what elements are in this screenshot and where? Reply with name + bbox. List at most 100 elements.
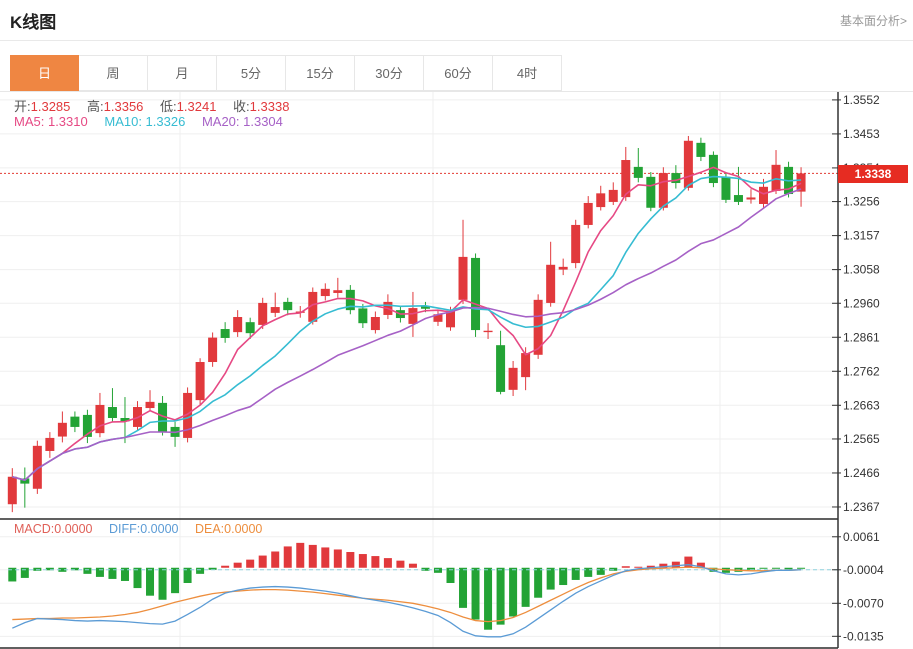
macd-histogram-bar [208, 567, 217, 570]
ma20-line [12, 188, 802, 481]
ma10-value: 1.3326 [145, 114, 186, 129]
tab-15min[interactable]: 15分 [286, 55, 355, 91]
y-axis-label: 1.2367 [843, 500, 880, 514]
candle [733, 195, 743, 202]
title-divider [0, 40, 913, 41]
macd-histogram-bar [33, 567, 42, 571]
candle [533, 299, 543, 355]
macd-legend: MACD:0.0000 DIFF:0.0000 DEA:0.0000 [14, 522, 275, 536]
candle [120, 418, 130, 422]
macd-histogram-bar [146, 567, 155, 596]
y-axis-label: 0.0061 [843, 530, 880, 544]
ma10-label: MA10: [104, 114, 146, 129]
macd-histogram-bar [646, 565, 655, 568]
tab-4hour[interactable]: 4时 [493, 55, 562, 91]
ma20-value: 1.3304 [243, 114, 283, 129]
candle [270, 307, 280, 313]
macd-histogram-bar [696, 562, 705, 568]
fundamental-analysis-link[interactable]: 基本面分析> [839, 14, 907, 28]
y-axis-label: 1.2762 [843, 364, 880, 378]
tab-month[interactable]: 月 [148, 55, 217, 91]
candle [458, 256, 468, 300]
candle [20, 478, 30, 484]
tab-5min[interactable]: 5分 [217, 55, 286, 91]
candle [107, 407, 117, 419]
macd-histogram-bar [446, 567, 455, 583]
macd-histogram-bar [509, 567, 518, 617]
candle [496, 345, 506, 392]
macd-histogram-bar [120, 567, 129, 581]
tab-day[interactable]: 日 [10, 55, 79, 91]
candle [446, 310, 455, 328]
diff-line [12, 564, 802, 638]
macd-histogram-bar [196, 567, 205, 574]
candle [420, 306, 430, 309]
macd-histogram-bar [671, 561, 680, 568]
macd-histogram-bar [571, 567, 580, 580]
y-axis-label: 1.2565 [843, 432, 880, 446]
macd-histogram-bar [797, 567, 806, 569]
tab-60min[interactable]: 60分 [424, 55, 493, 91]
macd-histogram-bar [546, 567, 555, 590]
macd-histogram-bar [158, 567, 167, 600]
candle [721, 176, 731, 200]
macd-histogram-bar [83, 567, 92, 574]
close-value: 1.3338 [249, 99, 290, 114]
macd-histogram-bar [634, 566, 643, 568]
macd-histogram-bar [346, 552, 355, 568]
macd-histogram-bar [584, 567, 593, 577]
candle [558, 266, 568, 270]
candle [320, 288, 330, 297]
macd-histogram-bar [308, 544, 317, 568]
macd-histogram-bar [459, 567, 468, 608]
candle [633, 166, 643, 178]
candle [208, 337, 218, 363]
macd-histogram-bar [246, 559, 255, 568]
y-axis-label: 1.2861 [843, 330, 880, 344]
y-axis-label: 1.2960 [843, 296, 880, 310]
diff-value: 0.0000 [140, 522, 179, 536]
candle [771, 164, 781, 191]
candle [195, 362, 205, 401]
macd-histogram-bar [621, 566, 630, 568]
candle [646, 176, 656, 208]
macd-histogram-bar [296, 542, 305, 568]
candle [759, 186, 768, 204]
candle [696, 142, 706, 157]
candle [220, 329, 230, 338]
candle [471, 257, 481, 331]
macd-histogram-bar [283, 546, 292, 568]
macd-histogram-bar [521, 567, 530, 607]
macd-histogram-bar [171, 567, 180, 594]
macd-histogram-bar [684, 556, 693, 568]
candle [521, 353, 531, 378]
candle [333, 290, 343, 293]
macd-histogram-bar [271, 551, 280, 568]
candle [546, 264, 556, 303]
ma20-label: MA20: [201, 114, 244, 129]
macd-histogram-bar [58, 567, 67, 572]
macd-histogram-bar [759, 567, 768, 569]
candle [571, 224, 581, 264]
y-axis-label: 1.3157 [843, 229, 880, 243]
ohlc-legend: 开:1.3285 高:1.3356 低:1.3241 收:1.3338 [14, 96, 302, 115]
tab-30min[interactable]: 30分 [355, 55, 424, 91]
dea-label: DEA: [194, 522, 225, 536]
candle [746, 197, 756, 200]
tab-week[interactable]: 周 [79, 55, 148, 91]
macd-histogram-bar [321, 547, 330, 568]
macd-histogram-bar [496, 567, 505, 625]
candle [708, 154, 718, 184]
low-label: 低: [160, 99, 177, 114]
y-axis-label: 1.2466 [843, 466, 880, 480]
candle [145, 401, 155, 409]
high-value: 1.3356 [103, 99, 144, 114]
macd-label: MACD: [14, 522, 55, 536]
macd-histogram-bar [8, 567, 17, 582]
macd-histogram-bar [233, 562, 242, 568]
candle [7, 476, 17, 505]
candle [608, 189, 618, 202]
macd-histogram-bar [408, 563, 417, 568]
macd-value: 0.0000 [54, 522, 93, 536]
